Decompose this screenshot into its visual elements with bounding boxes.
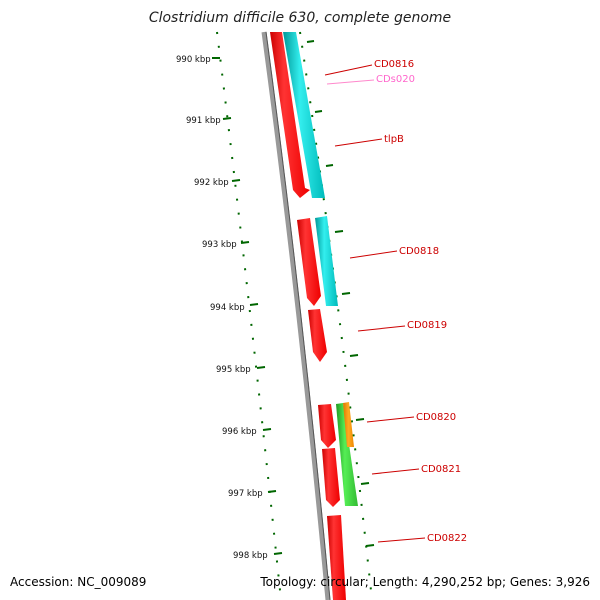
tick-label: 996 kbp [222,427,257,437]
genome-summary-text: Topology: circular; Length: 4,290,252 bp… [260,575,590,589]
gene-labels: CD0816 CDs020 tlpB CD0818 CD0819 CD0820 … [374,59,467,544]
tick-label: 992 kbp [194,178,229,188]
gene-label: CD0816 [374,59,414,70]
tick-label: 995 kbp [216,365,251,375]
tick-label: 991 kbp [186,116,221,126]
cds-feature-cd0820 [322,448,340,507]
cds-feature-track2-c [336,403,358,506]
cds-feature-cd0822 [327,515,346,600]
gene-label: tlpB [384,134,404,145]
cds-feature-cd0816 [270,32,310,198]
tick-label: 990 kbp [176,55,211,65]
inner-ticks [212,57,283,555]
cds-feature-tlpb [297,218,321,306]
cds-feature-track2-d [343,402,354,447]
cds-feature-cd0819 [318,404,336,448]
tick-label: 994 kbp [210,303,245,313]
tick-labels: 990 kbp 991 kbp 992 kbp 993 kbp 994 kbp … [176,55,268,561]
cds-feature-cd0818 [308,309,327,362]
cds-feature-track2-b [315,216,338,306]
gene-label: CD0821 [421,464,461,475]
map-title: Clostridium difficile 630, complete geno… [148,10,452,26]
gene-label: CD0818 [399,246,439,257]
gene-label: CD0819 [407,320,447,331]
tick-label: 998 kbp [233,551,268,561]
backbone-arc-shadow [265,31,331,600]
gene-label: CDs020 [376,74,415,85]
backbone-arc [261,31,331,600]
outer-ticks [306,40,375,547]
tick-label: 997 kbp [228,489,263,499]
inner-guide [216,31,282,600]
cds-feature-track2-a [283,32,325,198]
label-leaders [324,64,426,543]
accession-text: Accession: NC_009089 [10,575,147,589]
gene-label: CD0822 [427,533,467,544]
tick-label: 993 kbp [202,240,237,250]
gene-label: CD0820 [416,412,456,423]
